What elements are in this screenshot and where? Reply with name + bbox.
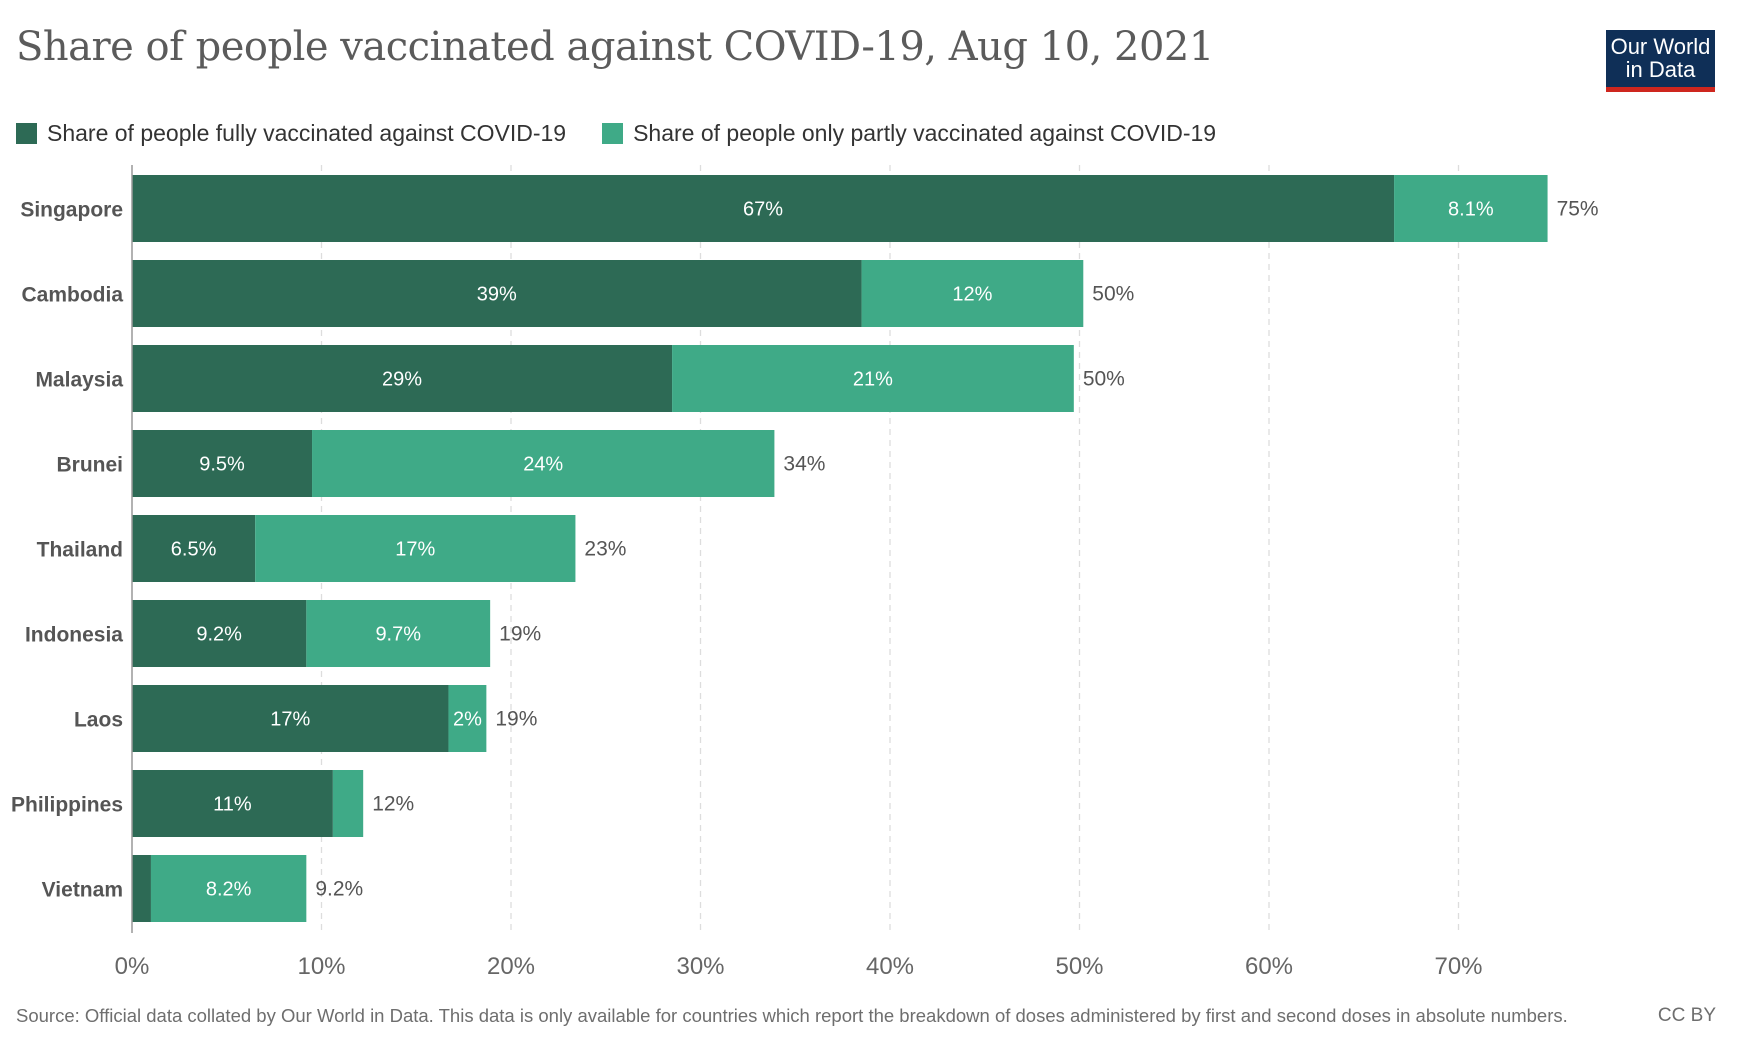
bar-total-label: 19% <box>499 623 541 646</box>
category-label: Brunei <box>56 454 123 477</box>
bar-partly-vaccinated[interactable] <box>306 600 491 667</box>
chart-title: Share of people vaccinated against COVID… <box>16 24 1214 70</box>
bar-total-label: 50% <box>1092 283 1134 306</box>
x-tick-label: 30% <box>676 953 724 980</box>
bar-fully-vaccinated[interactable] <box>132 770 333 837</box>
bar-value-label: 24% <box>523 454 563 476</box>
bar-fully-vaccinated[interactable] <box>132 600 307 667</box>
bar-total-label: 9.2% <box>315 878 363 901</box>
legend-label-partly: Share of people only partly vaccinated a… <box>633 120 1217 146</box>
legend-swatch-partly <box>602 123 624 144</box>
legend-swatch-fully <box>16 123 37 144</box>
bar-value-label: 9.7% <box>375 624 421 646</box>
bar-partly-vaccinated[interactable] <box>312 430 775 497</box>
bar-value-label: 2% <box>453 709 482 731</box>
bar-partly-vaccinated[interactable] <box>861 260 1084 327</box>
x-axis: 0% 10% 20% 30% 40% 50% 60% 70% <box>115 165 1483 980</box>
bar-value-label: 39% <box>477 284 517 306</box>
category-label: Thailand <box>37 539 123 562</box>
x-tick-label: 20% <box>487 953 535 980</box>
bar-fully-vaccinated[interactable] <box>132 260 862 327</box>
bar-fully-vaccinated[interactable] <box>132 175 1395 242</box>
bar-value-label: 29% <box>382 369 422 391</box>
bar-total-label: 19% <box>495 708 537 731</box>
bars-layer <box>132 175 1548 922</box>
x-tick-label: 70% <box>1434 953 1482 980</box>
x-tick-label: 40% <box>866 953 914 980</box>
bar-fully-vaccinated[interactable] <box>132 515 256 582</box>
bar-value-label: 9.2% <box>196 624 242 646</box>
bar-value-label: 17% <box>395 539 435 561</box>
source-note: Source: Official data collated by Our Wo… <box>16 1005 1568 1026</box>
bar-total-label: 34% <box>783 453 825 476</box>
x-tick-label: 0% <box>115 953 150 980</box>
bar-value-label: 17% <box>270 709 310 731</box>
license-link[interactable]: CC BY <box>1657 1005 1716 1026</box>
bar-partly-vaccinated[interactable] <box>448 685 487 752</box>
bar-value-label: 11% <box>213 794 252 816</box>
logo-line-1: Our World <box>1610 34 1711 59</box>
bar-partly-vaccinated[interactable] <box>1394 175 1548 242</box>
x-tick-label: 60% <box>1245 953 1293 980</box>
category-label: Indonesia <box>25 624 123 647</box>
bar-fully-vaccinated[interactable] <box>132 685 449 752</box>
x-tick-label: 50% <box>1055 953 1103 980</box>
bar-value-label: 12% <box>952 284 992 306</box>
legend-item-fully[interactable]: Share of people fully vaccinated against… <box>16 120 566 147</box>
owid-logo[interactable]: Our World in Data <box>1606 30 1715 92</box>
bar-chart: Singapore 67% 8.1% 75% Cambodia 39% 12% 50% Mala… <box>11 165 1599 980</box>
category-label: Vietnam <box>42 879 123 902</box>
bar-total-label: 75% <box>1557 198 1599 221</box>
labels-layer: Singapore 67% 8.1% 75% Cambodia 39% 12% 50% Mala… <box>11 198 1599 902</box>
bar-fully-vaccinated[interactable] <box>132 430 313 497</box>
category-label: Cambodia <box>21 284 123 307</box>
bar-partly-vaccinated[interactable] <box>332 770 364 837</box>
logo-line-2: in Data <box>1625 57 1696 82</box>
category-label: Singapore <box>20 199 123 222</box>
legend-label-fully: Share of people fully vaccinated against… <box>47 120 567 146</box>
category-label: Laos <box>74 709 123 732</box>
bar-fully-vaccinated[interactable] <box>132 345 673 412</box>
bar-partly-vaccinated[interactable] <box>672 345 1074 412</box>
bar-value-label: 21% <box>853 369 893 391</box>
bar-partly-vaccinated[interactable] <box>150 855 307 922</box>
category-label: Philippines <box>11 794 123 817</box>
bar-fully-vaccinated[interactable] <box>132 855 151 922</box>
bar-total-label: 23% <box>584 538 626 561</box>
bar-value-label: 9.5% <box>199 454 245 476</box>
bar-total-label: 50% <box>1083 368 1125 391</box>
legend: Share of people fully vaccinated against… <box>16 120 1252 147</box>
legend-item-partly[interactable]: Share of people only partly vaccinated a… <box>602 120 1216 147</box>
x-tick-label: 10% <box>297 953 345 980</box>
bar-value-label: 6.5% <box>171 539 217 561</box>
bar-total-label: 12% <box>372 793 414 816</box>
category-label: Malaysia <box>35 369 123 392</box>
bar-partly-vaccinated[interactable] <box>255 515 576 582</box>
bar-value-label: 67% <box>743 199 783 221</box>
bar-value-label: 8.1% <box>1448 199 1494 221</box>
bar-value-label: 8.2% <box>206 879 252 901</box>
